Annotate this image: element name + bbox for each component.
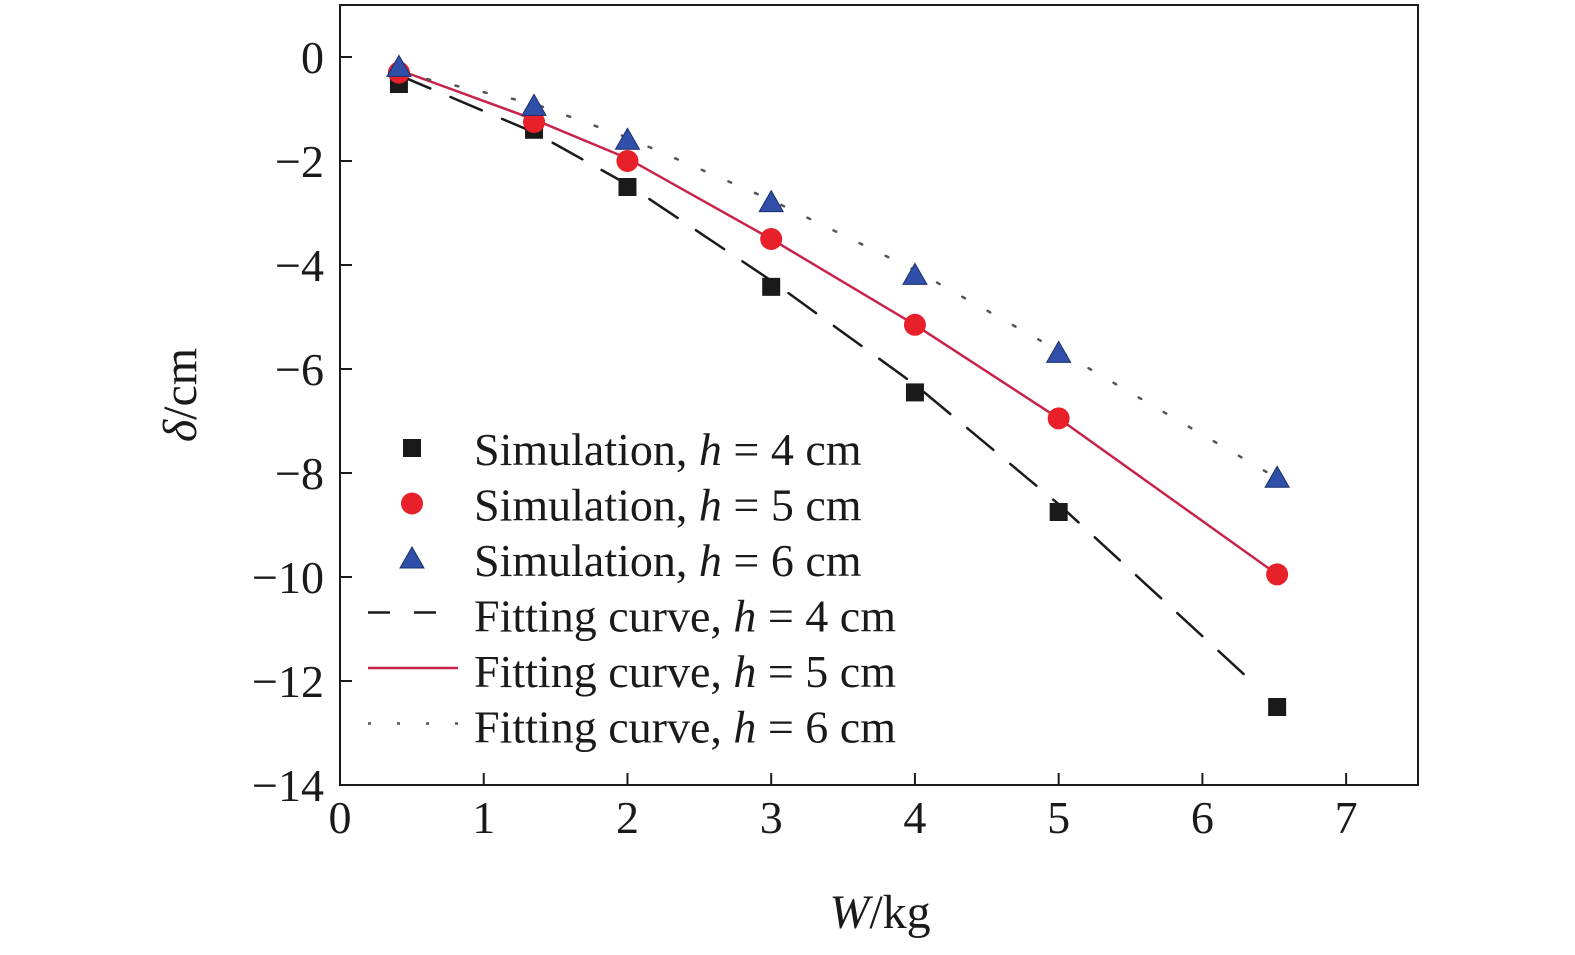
x-axis: 0 1 2 3 4 5 6 7 bbox=[329, 773, 1358, 843]
data-point-circle bbox=[616, 150, 639, 172]
x-tick-label: 4 bbox=[903, 792, 926, 843]
data-point-triangle bbox=[521, 93, 547, 116]
y-tick-label: −2 bbox=[275, 136, 324, 187]
data-point-triangle bbox=[614, 127, 641, 150]
legend-marker-square bbox=[403, 439, 421, 457]
data-point-square bbox=[905, 383, 924, 402]
data-point-triangle bbox=[1264, 465, 1291, 488]
data-point-circle bbox=[523, 111, 546, 133]
y-tick-label: −8 bbox=[275, 448, 324, 499]
data-point-triangle bbox=[1045, 340, 1072, 363]
simulation-markers bbox=[386, 54, 1291, 716]
y-tick-label: 0 bbox=[301, 32, 324, 83]
legend-label: Simulation, h = 4 cm bbox=[474, 424, 862, 475]
plot-frame bbox=[339, 4, 1419, 786]
y-tick-label: −12 bbox=[252, 656, 324, 707]
x-tick-label: 7 bbox=[1335, 792, 1358, 843]
x-tick-label: 3 bbox=[760, 792, 783, 843]
x-tick-label: 1 bbox=[472, 792, 495, 843]
legend-label: Fitting curve, h = 5 cm bbox=[474, 646, 896, 697]
legend-label: Simulation, h = 6 cm bbox=[474, 535, 862, 586]
data-point-square bbox=[1049, 503, 1068, 521]
data-point-triangle bbox=[902, 262, 928, 285]
data-point-triangle bbox=[386, 54, 412, 77]
data-point-circle bbox=[903, 313, 926, 336]
y-axis: 0 −2 −4 −6 −8 −10 −12 −14 bbox=[252, 32, 352, 811]
data-point-circle bbox=[1266, 563, 1289, 586]
x-tick-label: 2 bbox=[616, 792, 639, 843]
y-tick-label: −14 bbox=[252, 760, 324, 811]
legend-marker-triangle bbox=[399, 545, 425, 569]
x-tick-label: 0 bbox=[329, 792, 352, 843]
legend-label: Simulation, h = 5 cm bbox=[474, 480, 862, 531]
legend-marker-circle bbox=[401, 492, 423, 515]
data-point-circle bbox=[1047, 407, 1070, 430]
data-point-square bbox=[1268, 698, 1287, 716]
data-point-square bbox=[762, 277, 781, 296]
y-tick-label: −4 bbox=[275, 240, 324, 291]
data-point-circle bbox=[760, 228, 783, 250]
y-axis-title: δ/cm bbox=[154, 348, 207, 442]
x-tick-label: 5 bbox=[1047, 792, 1070, 843]
legend-label: Fitting curve, h = 6 cm bbox=[474, 702, 896, 753]
x-axis-title: W/kg bbox=[829, 886, 930, 939]
y-tick-label: −10 bbox=[252, 552, 324, 603]
data-point-triangle bbox=[758, 189, 785, 213]
legend-label: Fitting curve, h = 4 cm bbox=[474, 591, 896, 642]
x-tick-label: 6 bbox=[1191, 792, 1214, 843]
y-tick-label: −6 bbox=[275, 344, 324, 395]
data-point-square bbox=[618, 178, 637, 196]
